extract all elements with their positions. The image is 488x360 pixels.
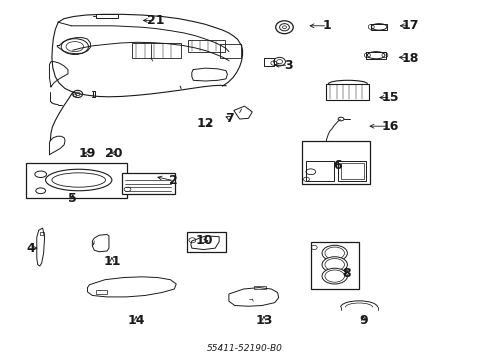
Polygon shape bbox=[190, 236, 219, 249]
Bar bbox=[254, 286, 266, 289]
Ellipse shape bbox=[322, 257, 346, 273]
Bar bbox=[264, 58, 273, 66]
Bar bbox=[310, 242, 358, 289]
Polygon shape bbox=[92, 234, 109, 252]
Bar bbox=[96, 14, 118, 18]
Text: 8: 8 bbox=[342, 267, 350, 280]
Bar bbox=[186, 231, 225, 252]
Ellipse shape bbox=[45, 169, 112, 191]
Bar bbox=[26, 163, 127, 198]
Bar bbox=[220, 44, 240, 58]
Text: 12: 12 bbox=[196, 117, 214, 130]
Bar bbox=[337, 161, 366, 181]
Text: 20: 20 bbox=[105, 147, 122, 159]
Text: 3: 3 bbox=[284, 59, 292, 72]
Ellipse shape bbox=[322, 268, 346, 284]
Ellipse shape bbox=[322, 245, 346, 261]
Polygon shape bbox=[87, 277, 176, 297]
Polygon shape bbox=[37, 228, 44, 266]
Text: 15: 15 bbox=[381, 91, 399, 104]
Text: 17: 17 bbox=[401, 19, 418, 32]
Bar bbox=[96, 290, 107, 294]
Text: 16: 16 bbox=[380, 120, 398, 133]
Text: 11: 11 bbox=[103, 255, 121, 268]
Bar bbox=[188, 40, 224, 51]
Polygon shape bbox=[233, 106, 252, 119]
Text: 21: 21 bbox=[147, 14, 164, 27]
Bar bbox=[40, 232, 43, 234]
Text: 19: 19 bbox=[79, 147, 96, 159]
Text: 2: 2 bbox=[169, 174, 178, 187]
Bar bbox=[305, 161, 333, 181]
Text: 18: 18 bbox=[401, 51, 418, 64]
Text: 7: 7 bbox=[225, 112, 234, 125]
Text: 55411-52190-B0: 55411-52190-B0 bbox=[206, 344, 282, 353]
Bar bbox=[366, 51, 385, 59]
Bar bbox=[326, 84, 368, 100]
Bar bbox=[302, 140, 369, 184]
Text: 14: 14 bbox=[127, 314, 145, 327]
Bar bbox=[370, 24, 386, 30]
Text: 10: 10 bbox=[195, 234, 213, 247]
Bar bbox=[132, 43, 181, 58]
Text: 1: 1 bbox=[323, 19, 331, 32]
Text: 13: 13 bbox=[255, 314, 272, 327]
Text: 6: 6 bbox=[332, 159, 341, 172]
Text: 4: 4 bbox=[26, 242, 35, 255]
Text: 5: 5 bbox=[68, 192, 77, 205]
Polygon shape bbox=[228, 288, 278, 306]
Bar bbox=[340, 163, 363, 179]
Bar bbox=[122, 173, 175, 194]
Text: 9: 9 bbox=[358, 314, 367, 327]
